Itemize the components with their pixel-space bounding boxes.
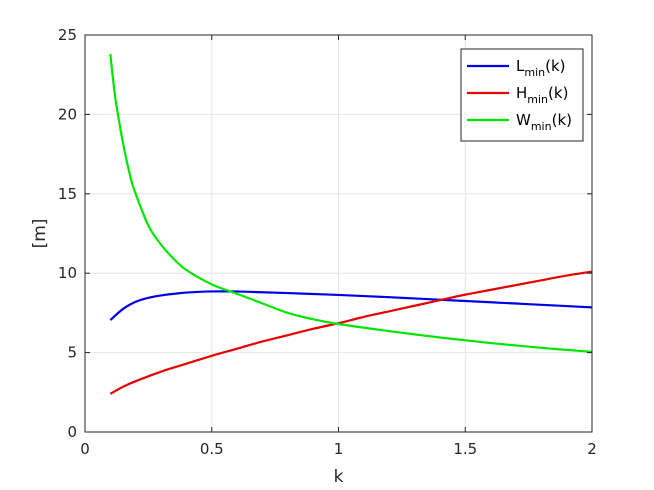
y-tick-label: 10 <box>58 264 77 282</box>
y-axis-label: [m] <box>30 219 50 249</box>
legend-box <box>460 48 584 142</box>
series-lines <box>109 53 593 395</box>
y-tick-label: 25 <box>58 26 77 44</box>
series-line-l <box>109 290 593 321</box>
x-tick-label: 0.5 <box>200 440 224 458</box>
x-tick-label: 1 <box>334 440 344 458</box>
x-tick-label: 0 <box>80 440 90 458</box>
y-tick-label: 5 <box>67 344 77 362</box>
series-line-w <box>109 53 593 353</box>
legend-entry-w: Wmin(k) <box>516 111 572 133</box>
y-tick-label: 20 <box>58 105 77 123</box>
y-tick-label: 15 <box>58 185 77 203</box>
x-axis-label: k <box>334 467 344 487</box>
x-tick-label: 1.5 <box>453 440 477 458</box>
legend-entry-h: Hmin(k) <box>516 84 568 106</box>
x-tick-label: 2 <box>587 440 597 458</box>
series-line-h <box>109 270 593 395</box>
legend-entry-l: Lmin(k) <box>516 57 566 79</box>
legend: Lmin(k) Hmin(k) Wmin(k) <box>460 48 584 142</box>
y-tick-label: 0 <box>67 423 77 441</box>
